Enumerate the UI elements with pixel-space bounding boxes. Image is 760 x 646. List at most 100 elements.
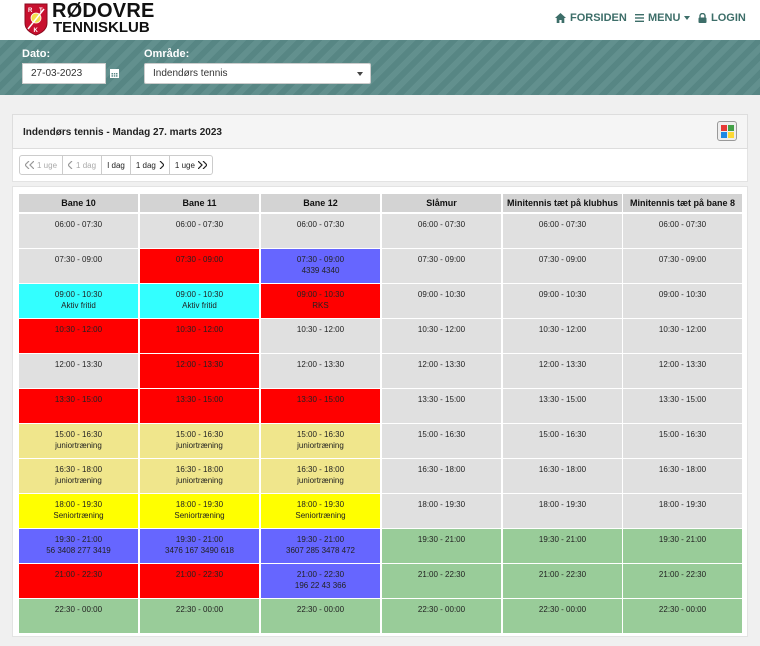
slot-time: 18:00 - 19:30: [538, 500, 587, 509]
next-week-button[interactable]: 1 uge: [170, 156, 212, 174]
time-slot-cell[interactable]: 21:00 - 22:30: [140, 564, 259, 598]
time-slot-cell[interactable]: 06:00 - 07:30: [503, 214, 622, 248]
time-slot-cell[interactable]: 18:00 - 19:30 Seniortræning: [140, 494, 259, 528]
today-button[interactable]: I dag: [102, 156, 131, 174]
prev-day-button[interactable]: 1 dag: [63, 156, 103, 174]
time-slot-cell[interactable]: 22:30 - 00:00: [261, 599, 380, 633]
slot-booking-text: 3476 167 3490 618: [165, 546, 234, 555]
nav-menu-dropdown[interactable]: MENU: [635, 12, 691, 24]
time-slot-cell[interactable]: 16:30 - 18:00 juniortræning: [19, 459, 138, 493]
time-slot-cell[interactable]: 15:00 - 16:30: [503, 424, 622, 458]
time-slot-cell[interactable]: 18:00 - 19:30 Seniortræning: [261, 494, 380, 528]
calendar-icon[interactable]: [110, 68, 119, 78]
next-day-button[interactable]: 1 dag: [131, 156, 170, 174]
slot-time: 12:00 - 13:30: [538, 360, 587, 369]
time-slot-cell[interactable]: 12:00 - 13:30: [623, 354, 742, 388]
time-slot-cell[interactable]: 12:00 - 13:30: [140, 354, 259, 388]
time-slot-cell[interactable]: 10:30 - 12:00: [623, 319, 742, 353]
time-slot-cell[interactable]: 22:30 - 00:00: [19, 599, 138, 633]
time-slot-cell[interactable]: 10:30 - 12:00: [503, 319, 622, 353]
slot-booking-text: 196 22 43 366: [294, 581, 347, 590]
time-slot-cell[interactable]: 10:30 - 12:00: [19, 319, 138, 353]
time-slot-cell[interactable]: 10:30 - 12:00: [261, 319, 380, 353]
time-slot-cell[interactable]: 22:30 - 00:00: [382, 599, 501, 633]
time-slot-cell[interactable]: 15:00 - 16:30: [623, 424, 742, 458]
time-slot-cell[interactable]: 07:30 - 09:00: [382, 249, 501, 283]
time-slot-cell[interactable]: 12:00 - 13:30: [261, 354, 380, 388]
slot-time: 10:30 - 12:00: [54, 325, 103, 334]
time-slot-cell[interactable]: 18:00 - 19:30 Seniortræning: [19, 494, 138, 528]
time-slot-cell[interactable]: 22:30 - 00:00: [623, 599, 742, 633]
time-slot-cell[interactable]: 07:30 - 09:00: [140, 249, 259, 283]
color-legend-button[interactable]: [717, 121, 737, 141]
time-slot-cell[interactable]: 21:00 - 22:30: [382, 564, 501, 598]
time-slot-cell[interactable]: 07:30 - 09:00 4339 4340: [261, 249, 380, 283]
time-slot-cell[interactable]: 21:00 - 22:30: [19, 564, 138, 598]
time-slot-cell[interactable]: 15:00 - 16:30: [382, 424, 501, 458]
time-slot-cell[interactable]: 12:00 - 13:30: [382, 354, 501, 388]
time-slot-cell[interactable]: 18:00 - 19:30: [382, 494, 501, 528]
time-slot-cell[interactable]: 13:30 - 15:00: [19, 389, 138, 423]
time-slot-cell[interactable]: 19:30 - 21:00: [503, 529, 622, 563]
time-slot-cell[interactable]: 06:00 - 07:30: [261, 214, 380, 248]
club-name-line2[interactable]: TENNISKLUB: [53, 19, 150, 36]
time-slot-cell[interactable]: 09:00 - 10:30 Aktiv fritid: [140, 284, 259, 318]
slot-booking-text: Seniortræning: [53, 511, 104, 520]
time-slot-cell[interactable]: 19:30 - 21:00: [623, 529, 742, 563]
time-slot-cell[interactable]: 22:30 - 00:00: [140, 599, 259, 633]
time-slot-cell[interactable]: 19:30 - 21:00 3476 167 3490 618: [140, 529, 259, 563]
time-slot-cell[interactable]: 10:30 - 12:00: [382, 319, 501, 353]
time-slot-cell[interactable]: 21:00 - 22:30 196 22 43 366: [261, 564, 380, 598]
time-slot-cell[interactable]: 16:30 - 18:00: [503, 459, 622, 493]
time-slot-cell[interactable]: 15:00 - 16:30 juniortræning: [140, 424, 259, 458]
nav-login-link[interactable]: LOGIN: [698, 12, 746, 24]
time-slot-cell[interactable]: 21:00 - 22:30: [503, 564, 622, 598]
slot-time: 21:00 - 22:30: [658, 570, 707, 579]
date-input[interactable]: 27-03-2023: [22, 63, 106, 84]
time-slot-cell[interactable]: 15:00 - 16:30 juniortræning: [19, 424, 138, 458]
time-slot-cell[interactable]: 13:30 - 15:00: [382, 389, 501, 423]
prev-week-button[interactable]: 1 uge: [20, 156, 64, 174]
time-slot-cell[interactable]: 12:00 - 13:30: [19, 354, 138, 388]
time-slot-cell[interactable]: 18:00 - 19:30: [623, 494, 742, 528]
slot-time: 06:00 - 07:30: [54, 220, 103, 229]
panel-title: Indendørs tennis - Mandag 27. marts 2023: [23, 127, 222, 138]
time-slot-cell[interactable]: 09:00 - 10:30: [503, 284, 622, 318]
slot-time: 18:00 - 19:30: [417, 500, 466, 509]
time-slot-cell[interactable]: 15:00 - 16:30 juniortræning: [261, 424, 380, 458]
time-slot-cell[interactable]: 19:30 - 21:00 56 3408 277 3419: [19, 529, 138, 563]
time-slot-cell[interactable]: 09:00 - 10:30: [623, 284, 742, 318]
time-slot-cell[interactable]: 13:30 - 15:00: [261, 389, 380, 423]
time-slot-cell[interactable]: 06:00 - 07:30: [623, 214, 742, 248]
time-slot-cell[interactable]: 16:30 - 18:00: [382, 459, 501, 493]
time-slot-cell[interactable]: 07:30 - 09:00: [623, 249, 742, 283]
time-slot-cell[interactable]: 06:00 - 07:30: [140, 214, 259, 248]
time-slot-cell[interactable]: 09:00 - 10:30 RKS: [261, 284, 380, 318]
time-slot-cell[interactable]: 19:30 - 21:00: [382, 529, 501, 563]
time-slot-cell[interactable]: 07:30 - 09:00: [503, 249, 622, 283]
time-slot-cell[interactable]: 06:00 - 07:30: [382, 214, 501, 248]
day-pager: 1 uge 1 dag I dag 1 dag 1 uge: [19, 155, 213, 175]
slot-time: 16:30 - 18:00: [296, 465, 345, 474]
time-slot-cell[interactable]: 13:30 - 15:00: [623, 389, 742, 423]
time-slot-cell[interactable]: 21:00 - 22:30: [623, 564, 742, 598]
time-slot-cell[interactable]: 16:30 - 18:00 juniortræning: [261, 459, 380, 493]
time-slot-cell[interactable]: 16:30 - 18:00 juniortræning: [140, 459, 259, 493]
time-slot-cell[interactable]: 22:30 - 00:00: [503, 599, 622, 633]
area-select[interactable]: Indendørs tennis: [144, 63, 371, 84]
time-slot-cell[interactable]: 19:30 - 21:00 3607 285 3478 472: [261, 529, 380, 563]
club-logo-icon[interactable]: R T K: [24, 3, 48, 36]
nav-forsiden-link[interactable]: FORSIDEN: [555, 12, 627, 24]
time-slot-cell[interactable]: 09:00 - 10:30 Aktiv fritid: [19, 284, 138, 318]
time-slot-cell[interactable]: 18:00 - 19:30: [503, 494, 622, 528]
time-slot-cell[interactable]: 07:30 - 09:00: [19, 249, 138, 283]
time-slot-cell[interactable]: 13:30 - 15:00: [503, 389, 622, 423]
time-slot-cell[interactable]: 09:00 - 10:30: [382, 284, 501, 318]
time-slot-cell[interactable]: 06:00 - 07:30: [19, 214, 138, 248]
time-slot-cell[interactable]: 10:30 - 12:00: [140, 319, 259, 353]
slot-time: 19:30 - 21:00: [54, 535, 103, 544]
time-slot-cell[interactable]: 13:30 - 15:00: [140, 389, 259, 423]
time-slot-cell[interactable]: 12:00 - 13:30: [503, 354, 622, 388]
time-slot-cell[interactable]: 16:30 - 18:00: [623, 459, 742, 493]
club-name-line1[interactable]: RØDOVRE: [52, 0, 155, 22]
